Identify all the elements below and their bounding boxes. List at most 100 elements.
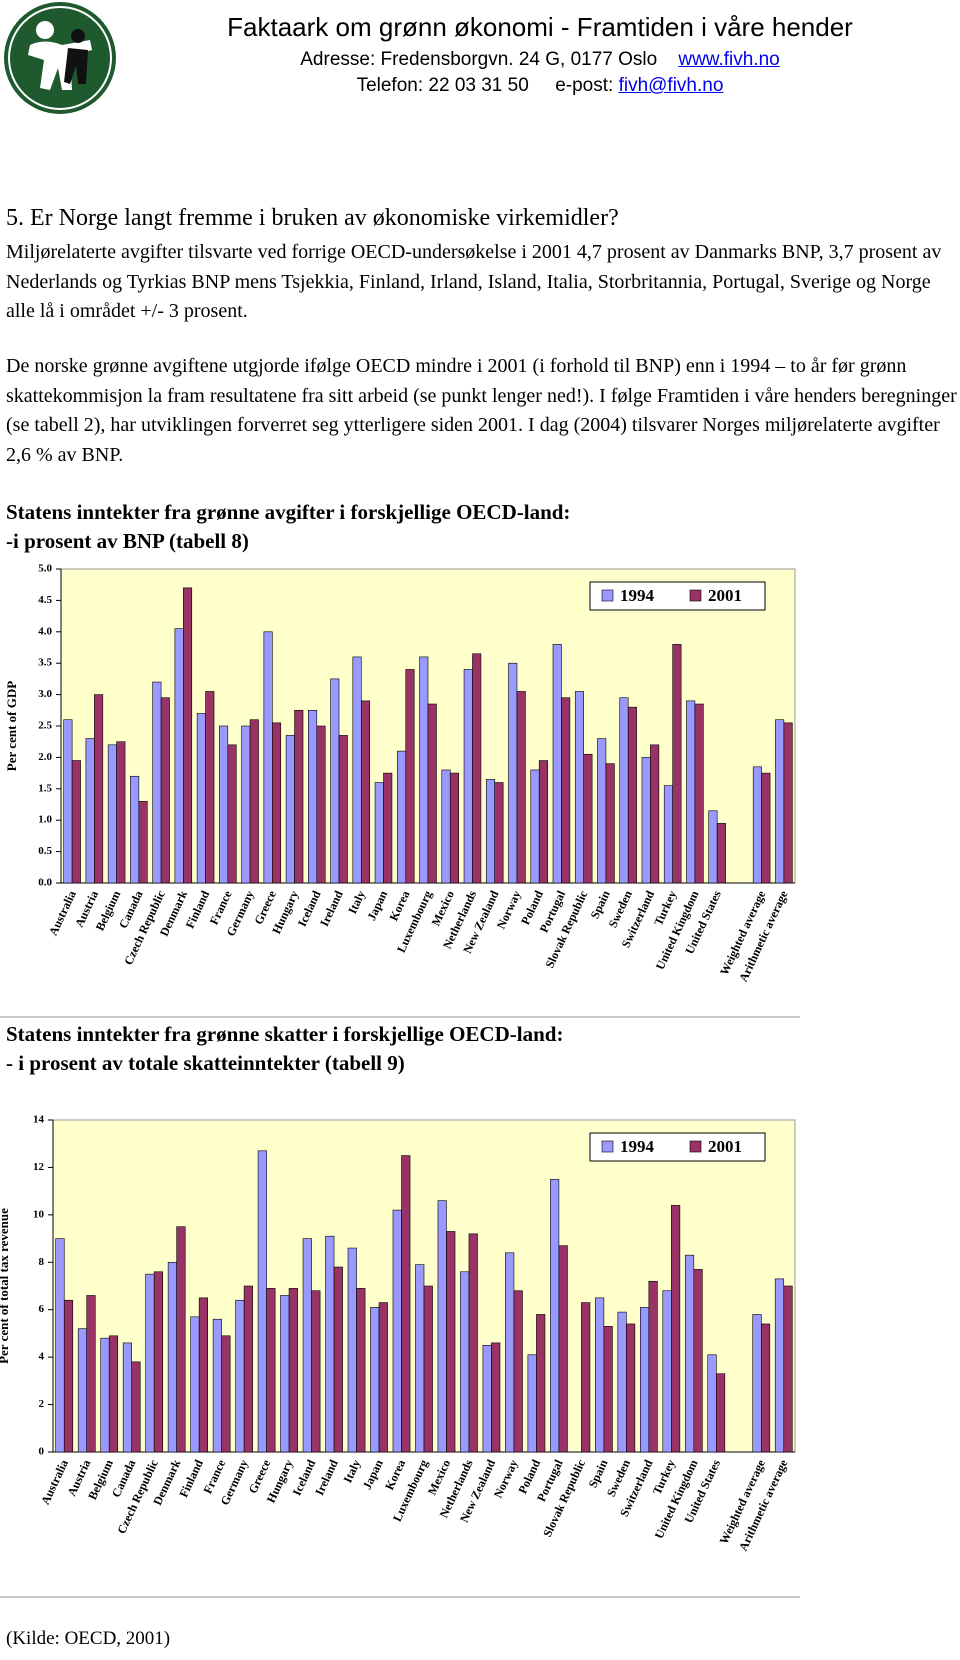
bar — [63, 1299, 74, 1453]
bar — [694, 703, 704, 884]
bar — [449, 772, 459, 884]
bar — [583, 753, 593, 884]
bar — [392, 1209, 402, 1453]
bar — [693, 1269, 703, 1453]
bar — [401, 1155, 411, 1453]
bar — [708, 810, 718, 884]
y-tick-label: 2.0 — [38, 751, 52, 763]
bar — [460, 1271, 470, 1453]
bar — [491, 1342, 501, 1453]
y-tick-label: 1.5 — [38, 782, 52, 794]
x-tick-label: Australia — [46, 888, 79, 937]
y-tick-label: 3.5 — [38, 657, 52, 669]
bar — [752, 766, 762, 884]
bar — [370, 1307, 380, 1453]
bar — [333, 1266, 343, 1453]
bar — [167, 1261, 177, 1453]
bar — [595, 1297, 605, 1453]
bar — [308, 709, 318, 884]
bar — [662, 1290, 672, 1453]
bar — [617, 1311, 627, 1453]
bar — [360, 700, 371, 884]
bar — [397, 750, 407, 884]
bar — [153, 1271, 164, 1453]
bar — [243, 1285, 253, 1453]
email-label: e-post: — [555, 75, 614, 96]
y-axis-title: Per cent of total tax revenue — [0, 1208, 11, 1364]
bar — [536, 1314, 546, 1453]
bar — [760, 1323, 771, 1453]
bar — [294, 709, 304, 884]
bar — [205, 691, 215, 884]
chart-heading: Statens inntekter fra grønne skatter i f… — [6, 1020, 563, 1078]
chart-heading: Statens inntekter fra grønne avgifter i … — [6, 498, 570, 556]
bar — [558, 1245, 568, 1453]
bar — [122, 1342, 132, 1453]
chart-heading-line: - i prosent av totale skatteinntekter (t… — [6, 1051, 405, 1075]
y-tick-label: 8 — [39, 1256, 45, 1268]
legend-label: 2001 — [708, 586, 742, 605]
bar — [77, 1328, 88, 1453]
phone: Telefon: 22 03 31 50 — [356, 75, 529, 96]
legend-box — [589, 1132, 766, 1162]
bar — [641, 757, 651, 884]
bar — [338, 735, 348, 884]
bar — [174, 628, 184, 884]
paragraph: Miljørelaterte avgifter tilsvarte ved fo… — [6, 241, 942, 322]
bar — [597, 738, 607, 884]
bar — [783, 1285, 793, 1453]
bar — [463, 669, 473, 884]
bar — [374, 782, 384, 884]
bar — [640, 1307, 650, 1453]
bar — [527, 1354, 537, 1453]
paragraph: De norske grønne avgiftene utgjorde iføl… — [6, 355, 957, 466]
bar — [581, 1302, 591, 1453]
bar — [257, 1150, 267, 1453]
y-tick-label: 4.5 — [38, 594, 52, 606]
bar — [152, 681, 162, 884]
bar — [716, 1373, 726, 1453]
bar — [415, 1264, 425, 1453]
bar — [530, 769, 540, 884]
chart-heading-line: Statens inntekter fra grønne avgifter i … — [6, 500, 571, 524]
bar — [302, 1238, 312, 1453]
y-tick-label: 0 — [39, 1446, 45, 1458]
y-tick-label: 3.0 — [38, 688, 52, 700]
bar — [108, 1335, 119, 1453]
bar — [176, 1226, 186, 1453]
website-link[interactable]: www.fivh.no — [678, 49, 780, 70]
bar — [316, 725, 326, 884]
legend-label: 1994 — [620, 1137, 655, 1156]
bar — [131, 1361, 141, 1453]
legend-swatch — [689, 1140, 702, 1153]
bar — [94, 694, 104, 884]
email-link[interactable]: fivh@fivh.no — [618, 75, 724, 96]
bar — [130, 775, 140, 884]
bar — [550, 1178, 560, 1453]
legend-label: 1994 — [620, 586, 655, 605]
bar — [145, 1273, 155, 1453]
y-axis-title: Per cent of GDP — [4, 681, 19, 771]
bar — [196, 713, 206, 884]
bar — [552, 644, 562, 884]
y-tick-label: 1.0 — [38, 814, 52, 826]
bar — [538, 760, 548, 884]
bar — [285, 735, 295, 884]
y-tick-label: 2.5 — [38, 720, 52, 732]
bar — [752, 1314, 762, 1453]
address: Adresse: Fredensborgvn. 24 G, 0177 Oslo — [300, 49, 658, 70]
bar — [775, 719, 785, 884]
bar — [249, 719, 259, 884]
bar — [686, 700, 696, 884]
bar — [190, 1316, 200, 1453]
bar — [241, 725, 251, 884]
legend-box — [589, 581, 766, 611]
bar — [423, 1285, 433, 1453]
legend-swatch — [601, 589, 614, 602]
bar — [508, 662, 518, 884]
bar — [235, 1299, 245, 1453]
bar — [441, 769, 451, 884]
bar — [325, 1235, 335, 1453]
bar — [605, 763, 615, 884]
y-tick-label: 14 — [33, 1114, 45, 1126]
